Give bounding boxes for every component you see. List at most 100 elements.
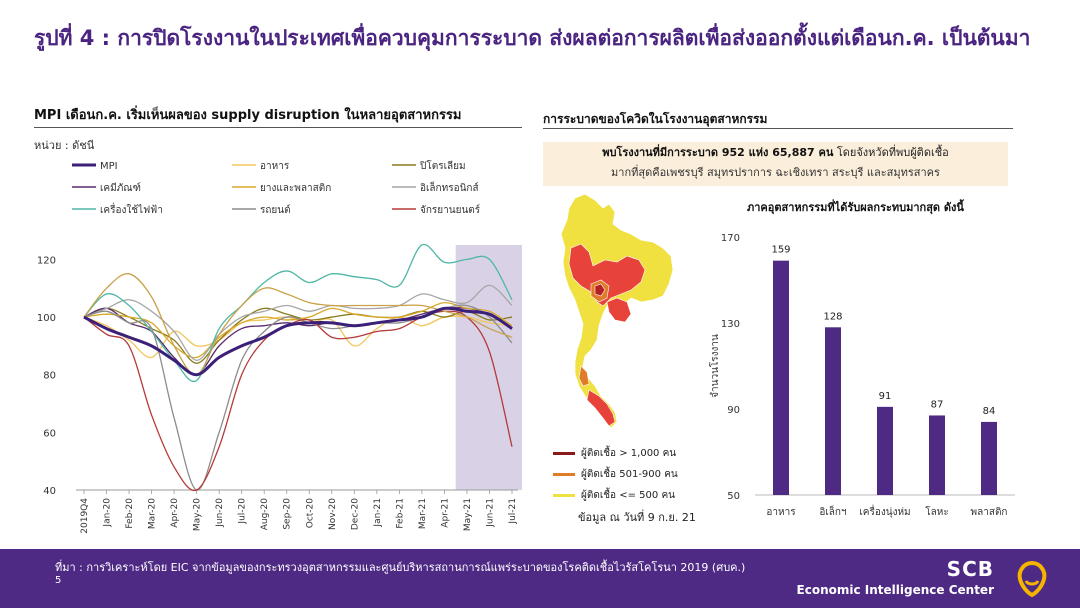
legend-label: ปิโตรเลียม: [419, 159, 465, 172]
x-tick-label: May-21: [463, 498, 473, 531]
map-red-south: [586, 389, 616, 427]
legend-label: เครื่องใช้ไฟฟ้า: [100, 202, 163, 216]
legend-label: อาหาร: [260, 161, 290, 172]
y-tick-label: 100: [37, 313, 56, 324]
bar-value-label: 91: [879, 391, 892, 402]
bar: [929, 415, 945, 495]
x-tick-label: Mar-21: [418, 498, 428, 529]
thailand-map: [560, 193, 674, 429]
x-tick-label: 2019Q4: [80, 498, 90, 534]
x-tick-label: Apr-21: [440, 498, 450, 528]
x-tick-label: Jan-21: [373, 498, 383, 528]
x-tick-label: May-20: [193, 498, 203, 531]
bar-category-label: โลหะ: [925, 505, 948, 518]
info-rest: โดยจังหวัดที่พบผู้ติดเชื้อ: [833, 146, 949, 159]
map-red-east: [606, 297, 632, 323]
left-divider: [34, 127, 522, 128]
bar: [877, 406, 893, 495]
page-title: รูปที่ 4 : การปิดโรงงานในประเทศเพื่อควบค…: [34, 26, 1031, 50]
legend-label: ผู้ติดเชื้อ > 1,000 คน: [581, 448, 677, 459]
bar-category-label: อาหาร: [766, 507, 796, 518]
series-line-3: [83, 307, 513, 364]
bar: [981, 421, 997, 495]
x-tick-label: Oct-20: [305, 498, 315, 529]
legend-swatch-orange: [553, 473, 575, 476]
bar-value-label: 159: [771, 245, 790, 256]
series-line-6: [83, 284, 513, 361]
series-line-1: [83, 306, 513, 377]
unit-label: หน่วย : ดัชนี: [34, 139, 95, 152]
bar-chart: 50 90 130 170 จำนวนโรงงาน 159 อาหาร 128 อิเล็กฯ 9…: [708, 233, 1015, 518]
map-legend-item: ผู้ติดเชื้อ <= 500 คน: [553, 485, 678, 506]
y-tick-label: 40: [43, 486, 56, 497]
brand: SCB Economic Intelligence Center: [797, 557, 994, 597]
x-tick-label: Nov-20: [328, 498, 338, 530]
bar-value-label: 128: [823, 311, 842, 322]
line-chart-heading: MPI เดือนก.ค. เริ่มเห็นผลของ supply disr…: [34, 108, 462, 123]
map-legend-item: ผู้ติดเชื้อ 501-900 คน: [553, 464, 678, 485]
legend-label: อิเล็กทรอนิกส์: [420, 180, 479, 194]
brand-subtitle: Economic Intelligence Center: [796, 583, 994, 597]
footer-source: ที่มา : การวิเคราะห์โดย EIC จากข้อมูลของ…: [55, 561, 746, 574]
map-red-central: [568, 243, 646, 307]
scb-logo-icon: [1017, 560, 1047, 598]
legend-label: เคมีภัณฑ์: [100, 182, 141, 194]
map-legend: ผู้ติดเชื้อ > 1,000 คน ผู้ติดเชื้อ 501-9…: [553, 443, 678, 506]
series-line-9: [83, 310, 513, 492]
legend-swatch-dark-red: [553, 452, 575, 455]
bar-y-axis-label: จำนวนโรงงาน: [708, 334, 721, 398]
legend-label: ยางและพลาสติก: [260, 183, 331, 194]
page-number: 5: [55, 575, 62, 586]
bar-value-label: 87: [931, 399, 944, 410]
x-tick-label: Jul-20: [238, 498, 248, 525]
bar-y-tick-label: 170: [721, 233, 740, 244]
x-tick-label: Jul-21: [508, 498, 518, 525]
footer: ที่มา : การวิเคราะห์โดย EIC จากข้อมูลของ…: [0, 549, 1080, 608]
highlight-band: [455, 245, 522, 490]
map-data-note: ข้อมูล ณ วันที่ 9 ก.ย. 21: [578, 511, 696, 524]
x-tick-label: Jun-20: [215, 498, 225, 528]
info-highlight: พบโรงงานที่มีการระบาด 952 แห่ง 65,887 คน: [602, 146, 834, 159]
x-tick-label: Jan-20: [103, 498, 113, 528]
legend-label: รถยนต์: [260, 204, 291, 216]
legend-label: MPI: [100, 161, 118, 172]
legend-label: จักรยานยนตร์: [420, 204, 481, 216]
x-tick-label: Jun-21: [485, 498, 495, 528]
legend-label: ผู้ติดเชื้อ <= 500 คน: [581, 490, 675, 501]
x-tick-label: Aug-20: [260, 498, 270, 531]
info-line-2: มากที่สุดคือเพชรบุรี สมุทรปราการ ฉะเชิงเ…: [611, 166, 940, 179]
bar-category-label: อิเล็กฯ: [819, 504, 846, 518]
y-tick-label: 60: [43, 428, 56, 439]
bar: [773, 260, 789, 495]
bar-category-label: เครื่องนุ่งห่ม: [859, 504, 910, 518]
y-tick-label: 80: [43, 371, 56, 382]
bar-y-tick-label: 130: [721, 319, 740, 330]
series-line-7: [83, 243, 513, 383]
outbreak-info-box: พบโรงงานที่มีการระบาด 952 แห่ง 65,887 คน…: [543, 142, 1008, 186]
map-legend-item: ผู้ติดเชื้อ > 1,000 คน: [553, 443, 678, 464]
bar: [825, 327, 841, 495]
bar-chart-title: ภาคอุตสาหกรรมที่ได้รับผลกระทบมากสุด ดังน…: [747, 201, 964, 214]
map-orange-south: [578, 365, 590, 387]
bar-category-label: พลาสติก: [971, 507, 1008, 518]
x-tick-label: Feb-21: [395, 498, 405, 529]
x-tick-label: Dec-20: [350, 498, 360, 530]
x-tick-label: Sep-20: [283, 498, 293, 530]
legend-label: ผู้ติดเชื้อ 501-900 คน: [581, 469, 678, 480]
legend-swatch-yellow: [553, 494, 575, 497]
bar-y-tick-label: 90: [727, 405, 740, 416]
x-tick-label: Mar-20: [148, 498, 158, 529]
x-tick-label: Feb-20: [125, 498, 135, 529]
series-line-10: [83, 273, 513, 376]
bar-value-label: 84: [983, 406, 996, 417]
series-line-2: [83, 315, 513, 359]
bar-y-tick-label: 50: [727, 491, 740, 502]
right-divider: [543, 128, 1013, 129]
brand-name: SCB: [946, 557, 994, 581]
line-chart: 40 60 80 100 120 2019Q4 Jan-20 Feb-20 Mar-20 Apr-…: [37, 159, 522, 534]
map-darkred: [594, 283, 606, 297]
x-tick-label: Apr-20: [170, 498, 180, 528]
series-line-8: [83, 304, 513, 491]
y-tick-label: 120: [37, 255, 56, 266]
right-heading: การระบาดของโควิดในโรงงานอุตสาหกรรม: [543, 112, 768, 126]
